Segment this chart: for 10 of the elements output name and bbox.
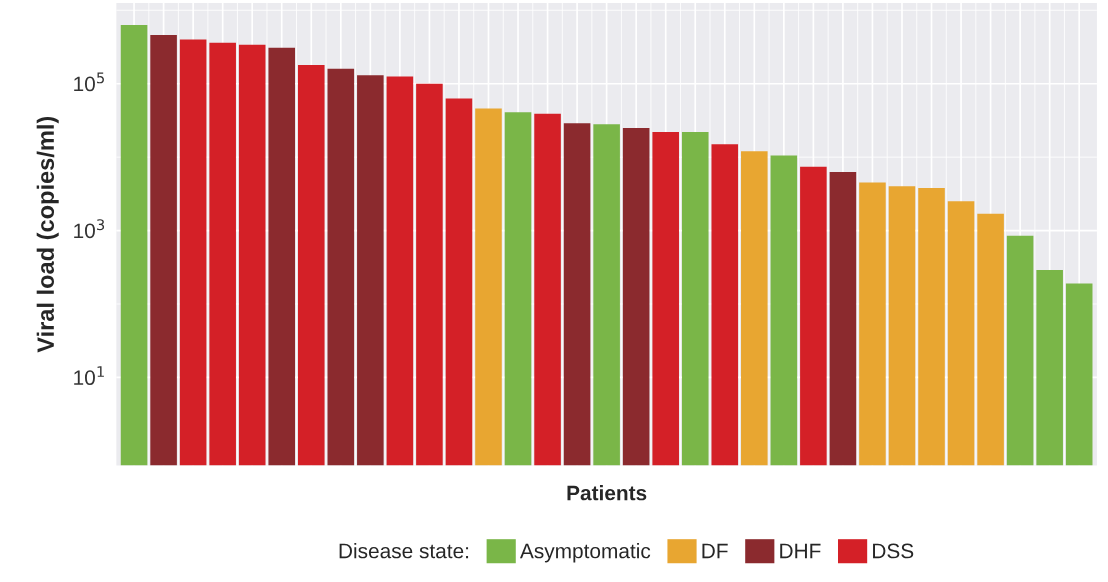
legend-label: DF — [702, 543, 728, 559]
legend-label: DHF — [780, 543, 821, 559]
y-tick-label: 10$^{3}$ — [74, 219, 105, 239]
legend-label: DSS — [873, 543, 914, 559]
x-axis-title: Patients — [567, 485, 647, 501]
y-axis-title: Viral load (copies/ml) — [36, 116, 59, 353]
legend-label: Asymptomatic — [519, 543, 651, 563]
legend-title: Disease state: — [339, 543, 469, 559]
y-tick-label: 10$^{1}$ — [74, 366, 104, 386]
y-tick-label: 10$^{5}$ — [74, 72, 104, 92]
